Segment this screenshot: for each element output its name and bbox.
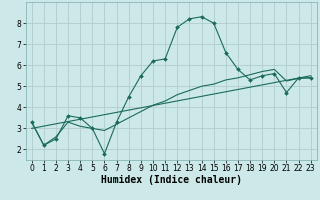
X-axis label: Humidex (Indice chaleur): Humidex (Indice chaleur) [101, 175, 242, 185]
